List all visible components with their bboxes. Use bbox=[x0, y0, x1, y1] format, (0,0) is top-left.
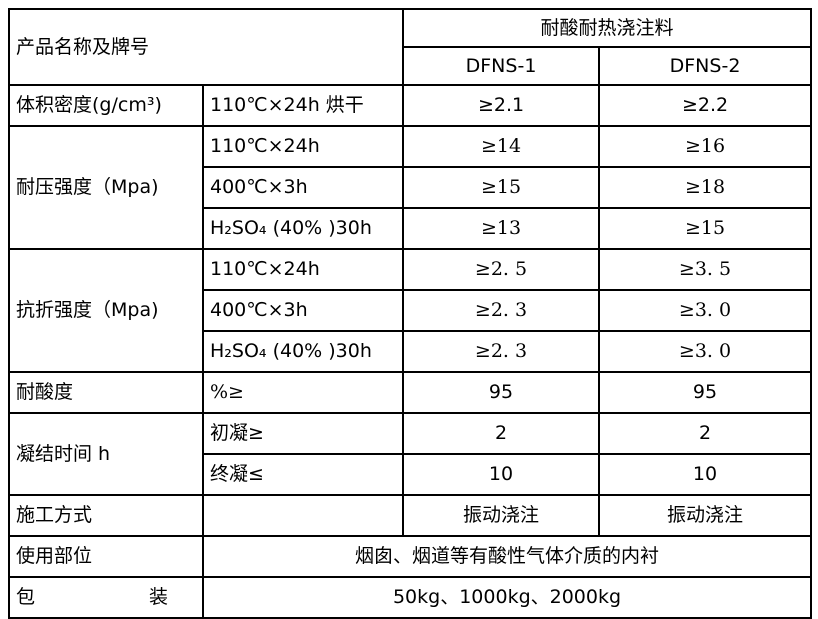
table-row-packaging: 包 装 50kg、1000kg、2000kg bbox=[8, 576, 813, 619]
value-dfns2-construction-method: 振动浇注 bbox=[598, 494, 813, 537]
row-label-acid-resistance: 耐酸度 bbox=[8, 371, 204, 414]
value-dfns2-setting-initial: 2 bbox=[598, 412, 813, 455]
value-dfns1-setting-final: 10 bbox=[402, 453, 601, 496]
table-row-compressive-1: 耐压强度（Mpa) 110℃×24h ≥14 ≥16 bbox=[8, 125, 813, 250]
value-dfns1-setting-initial: 2 bbox=[402, 412, 601, 455]
table-row-flexural-1: 抗折强度（Mpa) 110℃×24h ≥2. 5 ≥3. 5 bbox=[8, 248, 813, 373]
product-spec-table: 产品名称及牌号 耐酸耐热浇注料 DFNS-1 DFNS-2 体积密度(g/cm³… bbox=[7, 8, 813, 619]
header-row-models: DFNS-1 DFNS-2 bbox=[9, 46, 813, 86]
table-row-compressive-2: 400℃×3h ≥15 ≥18 bbox=[9, 166, 813, 209]
value-dfns1-bulk-density: ≥2.1 bbox=[402, 84, 601, 127]
condition-flexural-3: H₂SO₄ (40% )30h bbox=[201, 330, 405, 373]
value-dfns2-acid-resistance: 95 bbox=[598, 371, 813, 414]
condition-bulk-density: 110℃×24h 烘干 bbox=[201, 84, 405, 127]
table-row-setting-final: 终凝≤ 10 10 bbox=[9, 453, 813, 496]
table-row-acid-resistance: 耐酸度 %≥ 95 95 bbox=[8, 371, 813, 414]
value-dfns2-flexural-3: ≥3. 0 bbox=[598, 330, 813, 373]
table-row-compressive-3: H₂SO₄ (40% )30h ≥13 ≥15 bbox=[9, 207, 813, 250]
model-header-dfns1: DFNS-1 bbox=[402, 46, 601, 86]
value-dfns2-compressive-3: ≥15 bbox=[598, 207, 813, 250]
value-dfns1-construction-method: 振动浇注 bbox=[402, 494, 601, 537]
condition-compressive-1: 110℃×24h bbox=[201, 125, 405, 168]
value-dfns1-flexural-3: ≥2. 3 bbox=[402, 330, 601, 373]
table-row-application-area: 使用部位 烟囱、烟道等有酸性气体介质的内衬 bbox=[8, 535, 813, 578]
table-row-flexural-2: 400℃×3h ≥2. 3 ≥3. 0 bbox=[9, 289, 813, 332]
condition-construction-method-empty bbox=[201, 494, 405, 537]
table-row-construction-method: 施工方式 振动浇注 振动浇注 bbox=[8, 494, 813, 537]
value-dfns1-acid-resistance: 95 bbox=[402, 371, 601, 414]
condition-flexural-2: 400℃×3h bbox=[201, 289, 405, 332]
condition-acid-resistance: %≥ bbox=[201, 371, 405, 414]
table-row-setting-initial: 凝结时间 h 初凝≥ 2 2 bbox=[8, 412, 813, 496]
value-dfns2-bulk-density: ≥2.2 bbox=[598, 84, 813, 127]
row-label-flexural-strength: 抗折强度（Mpa) bbox=[8, 248, 204, 373]
header-row-category: 产品名称及牌号 耐酸耐热浇注料 bbox=[7, 8, 813, 86]
value-dfns1-compressive-1: ≥14 bbox=[402, 125, 601, 168]
value-packaging: 50kg、1000kg、2000kg bbox=[201, 576, 813, 619]
value-dfns2-setting-final: 10 bbox=[598, 453, 813, 496]
value-dfns1-flexural-2: ≥2. 3 bbox=[402, 289, 601, 332]
row-label-compressive-strength: 耐压强度（Mpa) bbox=[8, 125, 204, 250]
value-dfns2-compressive-1: ≥16 bbox=[598, 125, 813, 168]
value-dfns2-flexural-1: ≥3. 5 bbox=[598, 248, 813, 291]
row-label-bulk-density: 体积密度(g/cm³) bbox=[8, 84, 204, 127]
product-name-header-cell: 产品名称及牌号 bbox=[7, 8, 405, 86]
row-label-construction-method: 施工方式 bbox=[8, 494, 204, 537]
row-label-application-area: 使用部位 bbox=[8, 535, 204, 578]
condition-flexural-1: 110℃×24h bbox=[201, 248, 405, 291]
value-dfns2-compressive-2: ≥18 bbox=[598, 166, 813, 209]
value-dfns2-flexural-2: ≥3. 0 bbox=[598, 289, 813, 332]
condition-setting-initial: 初凝≥ bbox=[201, 412, 405, 455]
condition-compressive-3: H₂SO₄ (40% )30h bbox=[201, 207, 405, 250]
row-label-packaging: 包 装 bbox=[8, 576, 204, 619]
table-row-flexural-3: H₂SO₄ (40% )30h ≥2. 3 ≥3. 0 bbox=[9, 330, 813, 373]
row-label-setting-time: 凝结时间 h bbox=[8, 412, 204, 496]
value-dfns1-flexural-1: ≥2. 5 bbox=[402, 248, 601, 291]
value-application-area: 烟囱、烟道等有酸性气体介质的内衬 bbox=[201, 535, 813, 578]
condition-compressive-2: 400℃×3h bbox=[201, 166, 405, 209]
table-row-bulk-density: 体积密度(g/cm³) 110℃×24h 烘干 ≥2.1 ≥2.2 bbox=[8, 84, 813, 127]
category-header-cell: 耐酸耐热浇注料 bbox=[402, 8, 813, 48]
model-header-dfns2: DFNS-2 bbox=[598, 46, 813, 86]
value-dfns1-compressive-3: ≥13 bbox=[402, 207, 601, 250]
condition-setting-final: 终凝≤ bbox=[201, 453, 405, 496]
value-dfns1-compressive-2: ≥15 bbox=[402, 166, 601, 209]
